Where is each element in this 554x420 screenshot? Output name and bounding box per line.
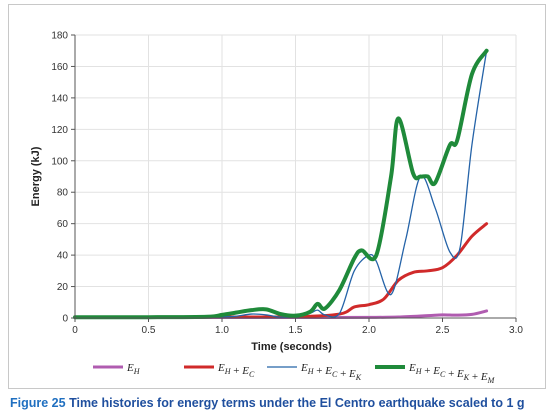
x-tick-label: 3.0	[509, 325, 523, 336]
series-line-4	[73, 48, 489, 320]
x-tick-label: 2.5	[436, 325, 450, 336]
caption-text: Time histories for energy terms under th…	[69, 396, 525, 410]
chart-frame: 0 20 40 60 80 100 120 140 160 180 0 0.5 1.0 1.5 2.0 2.5…	[8, 4, 546, 389]
x-tick-label: 1.5	[289, 325, 303, 336]
y-tick-label: 40	[57, 251, 69, 262]
y-tick-label: 180	[51, 31, 68, 42]
x-tick-label: 2.0	[362, 325, 376, 336]
series-lines	[73, 48, 489, 320]
x-tick-label: 1.0	[215, 325, 229, 336]
x-tick-label: 0	[72, 325, 78, 336]
y-tick-label: 160	[51, 62, 68, 73]
legend-label: EH + EC + EK + EM	[408, 362, 496, 385]
legend-label: EH + EC	[217, 362, 255, 379]
series-line-3	[74, 50, 488, 319]
y-tick-label: 0	[62, 314, 68, 325]
y-tick-label: 60	[57, 219, 69, 230]
legend-item-2: EH + EC	[184, 362, 255, 379]
legend-item-4: EH + EC + EK + EM	[375, 362, 496, 385]
legend-item-1: EH	[93, 362, 141, 376]
legend-label: EH + EC + EK	[300, 362, 362, 382]
x-tick-label: 0.5	[142, 325, 156, 336]
y-tick-label: 120	[51, 125, 68, 136]
y-tick-label: 140	[51, 93, 68, 104]
axes: 0 20 40 60 80 100 120 140 160 180 0 0.5 1.0 1.5 2.0 2.5…	[51, 31, 523, 337]
legend-label: EH	[126, 362, 141, 376]
legend-item-3: EH + EC + EK	[267, 362, 362, 382]
grid-lines	[75, 34, 517, 318]
x-axis-title: Time (seconds)	[251, 341, 332, 353]
y-tick-label: 80	[57, 188, 69, 199]
y-tick-label: 20	[57, 282, 69, 293]
y-axis-title: Energy (kJ)	[30, 146, 42, 206]
legend: EH EH + EC EH + EC + EK EH + EC + EK + EM	[93, 362, 496, 385]
series-line-2	[73, 222, 489, 319]
figure-caption: Figure 25 Time histories for energy term…	[10, 396, 550, 410]
y-tick-label: 100	[51, 156, 68, 167]
energy-chart: 0 20 40 60 80 100 120 140 160 180 0 0.5 1.0 1.5 2.0 2.5…	[30, 31, 523, 386]
figure-label: Figure 25	[10, 396, 66, 410]
